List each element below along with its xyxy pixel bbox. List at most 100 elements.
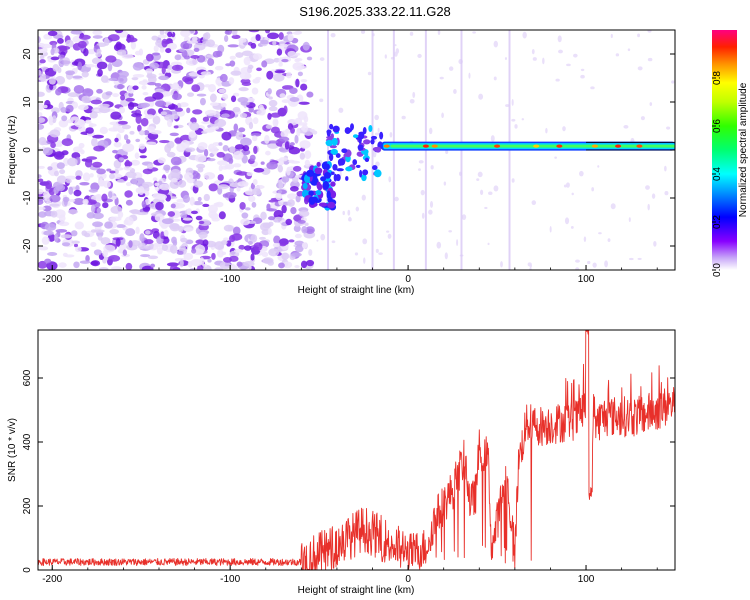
colorbar-tick-label: 0.8 (712, 71, 723, 85)
noise-blob (93, 249, 102, 256)
noise-blob (203, 172, 216, 180)
noise-blob (101, 193, 108, 202)
noise-blob (139, 233, 145, 242)
noise-blob (90, 99, 103, 105)
noise-blob (102, 180, 112, 188)
noise-blob (171, 93, 182, 101)
noise-blob (58, 45, 71, 51)
noise-blob (219, 261, 232, 270)
noise-blob (57, 54, 65, 59)
noise-blob (267, 88, 272, 95)
noise-blob (285, 71, 292, 79)
y-tick-label: -10 (22, 190, 33, 205)
noise-blob (125, 171, 137, 179)
noise-blob (284, 141, 290, 150)
noise-blob (63, 157, 69, 167)
noise-blob (281, 58, 289, 63)
noise-blob (149, 62, 160, 70)
noise-blob (39, 55, 45, 59)
noise-blob (169, 244, 178, 254)
noise-blob (161, 65, 166, 75)
noise-blob (116, 49, 127, 56)
noise-blob (251, 201, 257, 208)
noise-blob (160, 231, 165, 239)
faint-blob (545, 127, 548, 134)
faint-blob (394, 44, 397, 47)
snr-panel: -200 -100 0 100 0 200 400 600 Height of straig… (7, 329, 676, 596)
noise-blob (161, 237, 170, 244)
noise-blob (241, 149, 251, 156)
noise-blob (197, 196, 202, 202)
noise-blob (108, 191, 113, 199)
x-tick-label: -200 (42, 274, 62, 285)
noise-blob (248, 195, 256, 203)
signal-blob (315, 189, 322, 196)
noise-blob (208, 183, 218, 192)
noise-blob (137, 242, 146, 250)
x-tick-label: 0 (405, 274, 411, 285)
noise-blob (299, 152, 306, 160)
noise-blob (302, 41, 310, 51)
noise-blob (132, 85, 139, 91)
noise-blob (81, 95, 91, 104)
noise-blob (55, 88, 62, 96)
signal-blob (370, 135, 378, 140)
faint-blob (476, 178, 480, 181)
noise-blob (204, 84, 211, 88)
noise-blob (299, 140, 311, 149)
faint-blob (436, 241, 442, 249)
noise-blob (211, 217, 220, 222)
noise-blob (47, 233, 56, 242)
noise-blob (90, 204, 96, 213)
faint-blob (505, 104, 510, 107)
noise-blob (48, 115, 54, 123)
noise-blob (83, 48, 89, 57)
faint-blob (664, 190, 669, 196)
noise-blob (278, 190, 283, 194)
faint-blob (348, 216, 352, 221)
noise-blob (62, 252, 68, 257)
noise-blob (171, 177, 178, 183)
faint-blob (651, 193, 656, 199)
faint-blob (511, 98, 514, 106)
noise-blob (161, 244, 169, 252)
noise-blob (58, 119, 69, 128)
noise-blob (304, 159, 310, 167)
noise-blob (132, 62, 144, 71)
faint-blob (375, 161, 380, 167)
noise-blob (43, 190, 50, 198)
colorbar-tick-label: 0.4 (712, 167, 723, 181)
noise-blob (184, 77, 194, 85)
noise-blob (123, 166, 133, 171)
noise-blob (270, 112, 281, 118)
noise-blob (48, 203, 60, 207)
noise-blob (58, 214, 66, 223)
noise-blob (232, 30, 238, 36)
faint-blob (331, 240, 336, 244)
noise-blob (97, 68, 103, 77)
noise-blob (147, 108, 156, 116)
noise-blob (262, 257, 274, 265)
noise-blob (97, 179, 105, 187)
noise-blob (218, 88, 227, 94)
noise-blob (200, 71, 212, 76)
faint-blob (319, 98, 324, 103)
noise-blob (77, 104, 89, 111)
noise-blob (300, 78, 308, 83)
noise-blob (306, 56, 313, 61)
signal-blob (336, 168, 344, 172)
noise-blob (289, 185, 299, 192)
tone-peak (615, 144, 622, 148)
noise-blob (138, 130, 146, 136)
faint-blob (418, 160, 424, 164)
noise-blob (161, 38, 168, 48)
noise-blob (186, 40, 199, 44)
signal-blob (306, 169, 315, 177)
noise-blob (214, 118, 227, 128)
noise-blob (42, 205, 52, 212)
noise-blob (224, 35, 229, 42)
noise-blob (84, 159, 93, 168)
noise-blob (56, 175, 67, 184)
noise-blob (82, 88, 94, 97)
